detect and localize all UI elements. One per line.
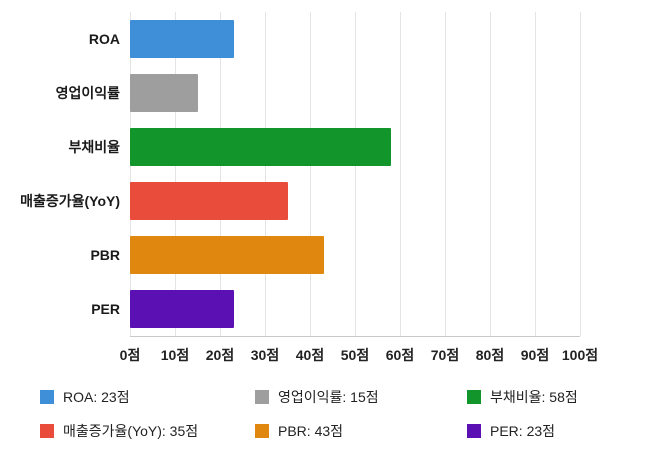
legend-item: PER: 23점 — [467, 421, 650, 441]
x-tick-label: 80점 — [475, 347, 505, 363]
bar-0 — [130, 20, 234, 58]
gridline — [130, 12, 131, 336]
gridline — [400, 12, 401, 336]
x-tick-label: 30점 — [250, 347, 280, 363]
x-tick-label: 0점 — [119, 347, 141, 363]
x-tick-label: 20점 — [205, 347, 235, 363]
gridline — [490, 12, 491, 336]
gridline — [175, 12, 176, 336]
gridline — [220, 12, 221, 336]
legend-label: 영업이익률: 15점 — [278, 389, 379, 405]
category-label: ROA — [88, 31, 120, 47]
bar-5 — [130, 290, 234, 328]
x-axis: 0점 10점 20점 30점 40점 50점 60점 70점 80점 90점 100점 — [120, 337, 598, 371]
bar-row — [130, 66, 580, 120]
bar-3 — [130, 182, 288, 220]
category-label: 부채비율 — [68, 139, 120, 155]
legend-swatch — [467, 424, 481, 438]
legend-label: ROA: 23점 — [63, 389, 130, 405]
gridlines — [130, 12, 581, 336]
legend-label: PBR: 43점 — [278, 423, 344, 439]
bar-row — [130, 282, 580, 336]
gridline — [310, 12, 311, 336]
bar-2 — [130, 128, 391, 166]
x-tick-label: 10점 — [160, 347, 190, 363]
legend-item: 부채비율: 58점 — [467, 387, 650, 407]
category-label: PBR — [90, 247, 120, 263]
legend-swatch — [40, 424, 54, 438]
legend-item: PBR: 43점 — [255, 421, 467, 441]
legend-label: 부채비율: 58점 — [490, 389, 578, 405]
x-tick-label: 90점 — [520, 347, 550, 363]
legend-swatch — [255, 390, 269, 404]
legend-swatch — [40, 390, 54, 404]
x-tick-label: 100점 — [561, 347, 599, 363]
x-tick-label: 50점 — [340, 347, 370, 363]
x-tick-label: 60점 — [385, 347, 415, 363]
gridline — [265, 12, 266, 336]
category-label: 매출증가율(YoY) — [20, 193, 120, 209]
x-tick-label: 70점 — [430, 347, 460, 363]
bar-row — [130, 12, 580, 66]
gridline — [355, 12, 356, 336]
bar-1 — [130, 74, 198, 112]
legend-item: 매출증가율(YoY): 35점 — [40, 421, 255, 441]
bar-row — [130, 228, 580, 282]
bar-4 — [130, 236, 324, 274]
x-tick-label: 40점 — [295, 347, 325, 363]
legend-item: 영업이익률: 15점 — [255, 387, 467, 407]
legend-label: 매출증가율(YoY): 35점 — [63, 423, 199, 439]
bar-row — [130, 174, 580, 228]
bars-area — [130, 12, 580, 336]
category-label: 영업이익률 — [55, 85, 120, 101]
legend-item: ROA: 23점 — [40, 387, 255, 407]
category-label: PER — [91, 301, 120, 317]
gridline — [580, 12, 581, 336]
gridline — [535, 12, 536, 336]
plot-area — [130, 12, 581, 337]
legend-swatch — [467, 390, 481, 404]
bar-row — [130, 120, 580, 174]
legend-label: PER: 23점 — [490, 423, 556, 439]
legend-swatch — [255, 424, 269, 438]
gridline — [445, 12, 446, 336]
